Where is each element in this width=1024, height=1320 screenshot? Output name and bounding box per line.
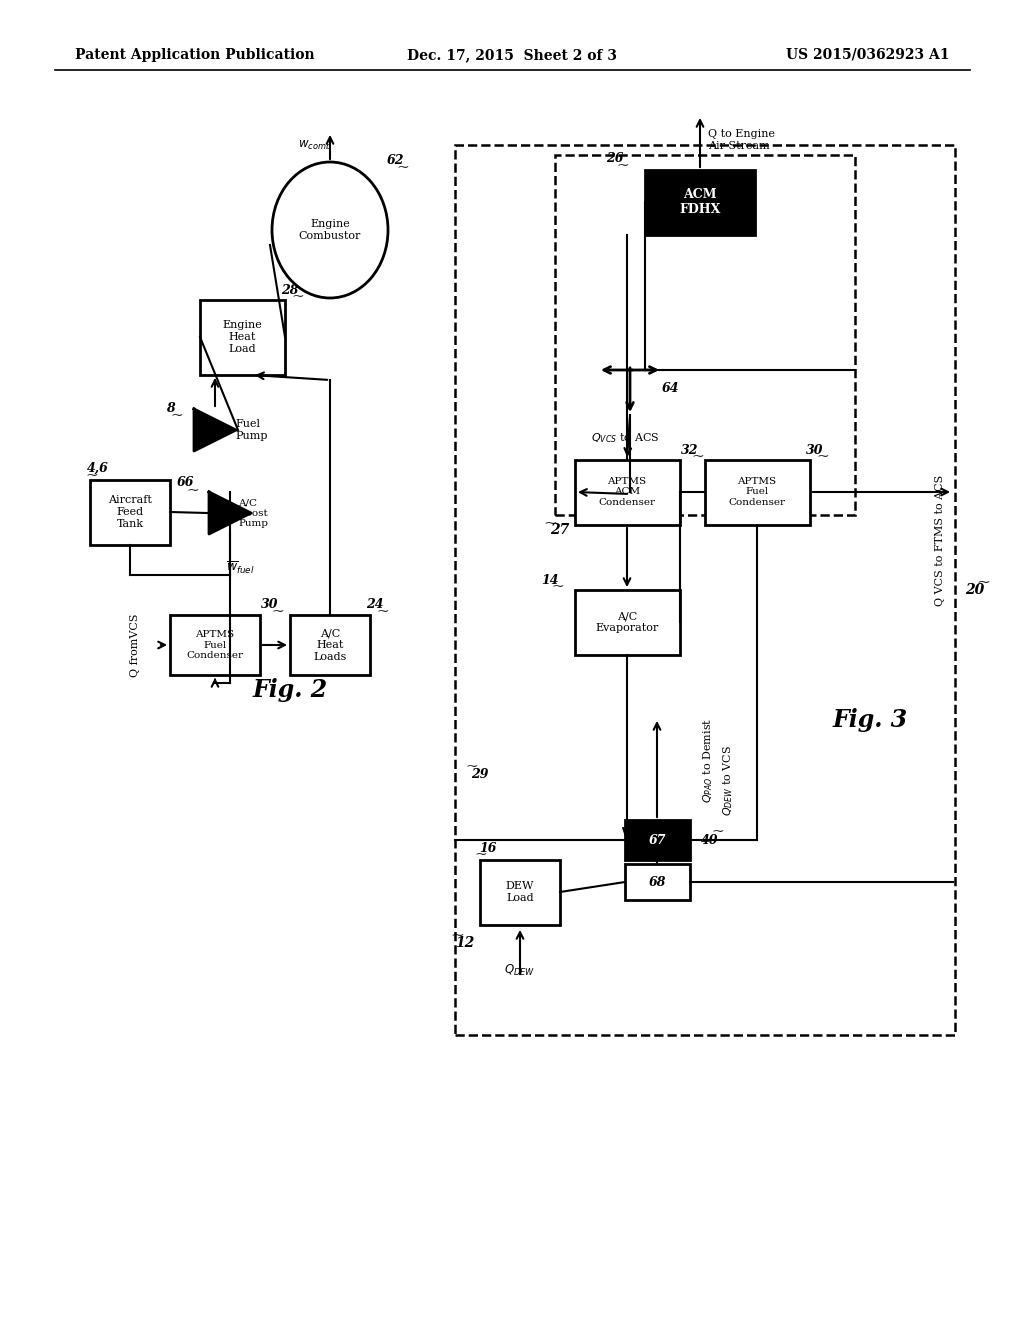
Text: 30: 30: [261, 598, 279, 611]
Text: 28: 28: [282, 284, 299, 297]
Bar: [170, 615, 260, 675]
Text: 68: 68: [648, 875, 666, 888]
Bar: [290, 615, 370, 675]
Text: Dec. 17, 2015  Sheet 2 of 3: Dec. 17, 2015 Sheet 2 of 3: [407, 48, 617, 62]
Text: 30: 30: [806, 444, 823, 457]
Text: ~: ~: [616, 158, 630, 173]
Text: ~: ~: [396, 161, 410, 176]
Text: Patent Application Publication: Patent Application Publication: [75, 48, 314, 62]
Text: APTMS
Fuel
Condenser: APTMS Fuel Condenser: [186, 630, 244, 660]
Text: A/C
Evaporator: A/C Evaporator: [595, 611, 658, 632]
Text: ~: ~: [186, 484, 200, 498]
Text: 24: 24: [367, 598, 384, 611]
Text: US 2015/0362923 A1: US 2015/0362923 A1: [786, 48, 950, 62]
Text: 32: 32: [681, 444, 698, 457]
Polygon shape: [209, 492, 251, 535]
Text: ~: ~: [712, 825, 724, 840]
Bar: [480, 861, 560, 925]
Text: 16: 16: [479, 842, 497, 854]
Text: 12: 12: [456, 936, 475, 950]
Text: ~: ~: [292, 290, 304, 304]
Text: ~: ~: [552, 579, 564, 594]
Bar: [625, 820, 690, 861]
Bar: [625, 865, 690, 900]
Bar: [200, 300, 285, 375]
Text: 27: 27: [550, 523, 569, 537]
Text: DEW
Load: DEW Load: [506, 882, 535, 903]
Text: A/C
Boost
Pump: A/C Boost Pump: [238, 498, 268, 528]
Text: ~: ~: [816, 450, 829, 465]
Text: 67: 67: [648, 833, 666, 846]
Text: 66: 66: [176, 477, 194, 490]
Text: $Q_{VCS}$ to ACS: $Q_{VCS}$ to ACS: [591, 432, 659, 445]
Text: Fig. 3: Fig. 3: [833, 708, 907, 733]
Text: ~: ~: [377, 605, 389, 619]
Text: APTMS
Fuel
Condenser: APTMS Fuel Condenser: [728, 477, 785, 507]
Text: ~: ~: [475, 847, 487, 862]
Polygon shape: [194, 409, 236, 451]
Text: ~: ~: [543, 515, 557, 532]
Text: Q VCS to FTMS to ACS: Q VCS to FTMS to ACS: [935, 474, 945, 606]
Text: Q fromVCS: Q fromVCS: [130, 614, 140, 677]
Text: $Q_{PAO}$ to Demist: $Q_{PAO}$ to Demist: [701, 717, 715, 803]
Text: 62: 62: [386, 153, 403, 166]
Text: 29: 29: [471, 768, 488, 781]
Text: 64: 64: [662, 381, 679, 395]
Text: 20: 20: [966, 583, 985, 597]
Bar: [705, 459, 810, 525]
Text: ~: ~: [976, 573, 990, 590]
Text: $\overline{w}_{fuel}$: $\overline{w}_{fuel}$: [225, 560, 254, 576]
Text: Engine
Combustor: Engine Combustor: [299, 219, 361, 240]
Bar: [575, 590, 680, 655]
Text: 14: 14: [542, 573, 559, 586]
Bar: [455, 145, 955, 1035]
Text: Fig. 2: Fig. 2: [252, 678, 328, 702]
Text: 8: 8: [166, 401, 174, 414]
Text: 26: 26: [606, 152, 624, 165]
Text: ~: ~: [171, 409, 183, 422]
Text: 40: 40: [701, 833, 719, 846]
Text: $Q_{DEW}$: $Q_{DEW}$: [505, 962, 536, 978]
Text: A/C
Heat
Loads: A/C Heat Loads: [313, 628, 347, 661]
Text: $Q_{DEW}$ to VCS: $Q_{DEW}$ to VCS: [721, 744, 735, 816]
Text: Q to Engine
Air Stream: Q to Engine Air Stream: [708, 129, 775, 150]
Text: ~: ~: [86, 469, 98, 483]
Text: Engine
Heat
Load: Engine Heat Load: [222, 321, 262, 354]
Bar: [555, 154, 855, 515]
Bar: [645, 170, 755, 235]
Text: ACM
FDHX: ACM FDHX: [679, 187, 721, 216]
Text: $w_{comb}$: $w_{comb}$: [298, 139, 332, 152]
Bar: [90, 480, 170, 545]
Text: ~: ~: [450, 927, 464, 944]
Text: ~: ~: [691, 450, 705, 465]
Text: APTMS
ACM
Condenser: APTMS ACM Condenser: [598, 477, 655, 507]
Text: Fuel
Pump: Fuel Pump: [234, 420, 267, 441]
Bar: [575, 459, 680, 525]
Text: 4,6: 4,6: [87, 462, 109, 474]
Text: ~: ~: [271, 605, 285, 619]
Text: Aircraft
Feed
Tank: Aircraft Feed Tank: [109, 495, 152, 528]
Text: ~: ~: [466, 760, 478, 774]
